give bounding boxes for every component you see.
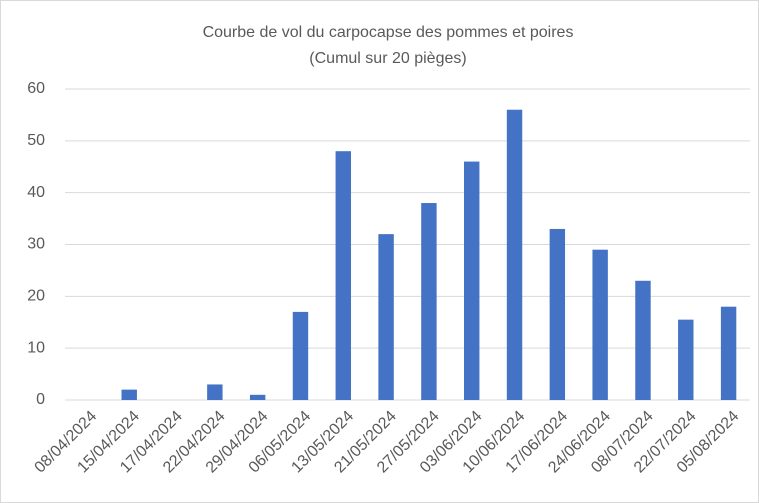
y-tick-label: 0: [36, 391, 45, 408]
y-tick-label: 60: [27, 80, 45, 97]
bar: [292, 311, 309, 400]
bar: [378, 234, 394, 400]
bar: [464, 161, 480, 400]
bar: [335, 151, 351, 400]
y-tick-label: 40: [27, 184, 45, 201]
chart-title: Courbe de vol du carpocapse des pommes e…: [203, 24, 574, 41]
bar: [720, 306, 737, 400]
bar: [549, 228, 566, 400]
bar: [207, 384, 223, 400]
y-tick-label: 10: [27, 339, 45, 356]
bar: [249, 394, 266, 400]
y-tick-label: 30: [27, 236, 45, 253]
bar: [506, 109, 523, 400]
bar: [421, 203, 437, 400]
bar: [635, 280, 651, 400]
chart-subtitle: (Cumul sur 20 pièges): [309, 50, 466, 67]
bar: [592, 249, 608, 400]
bar: [678, 319, 694, 400]
y-tick-label: 20: [27, 288, 45, 305]
y-tick-label: 50: [27, 132, 45, 149]
bar: [121, 389, 137, 400]
